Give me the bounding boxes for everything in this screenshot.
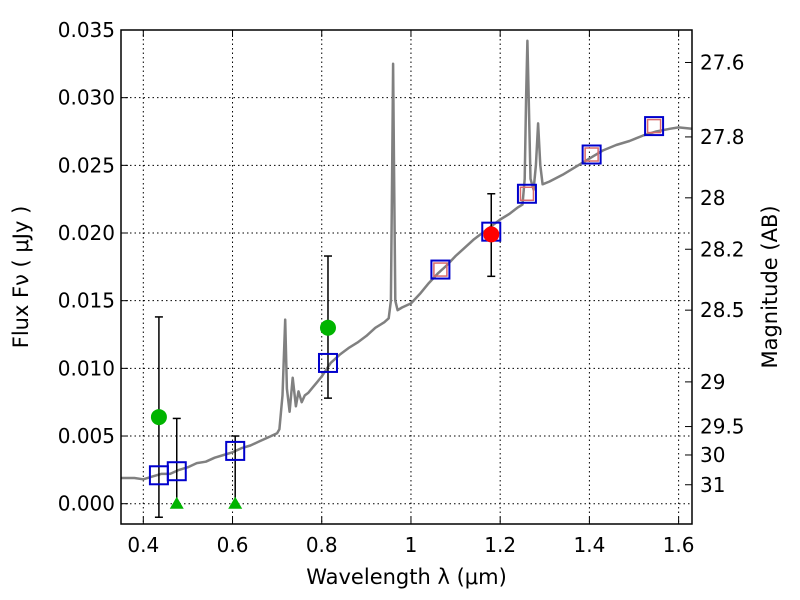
green-triangle (169, 496, 184, 509)
x-tick-label: 1.2 (484, 533, 516, 557)
red-open-square (646, 118, 662, 134)
blue-open-square (430, 259, 451, 280)
y2-tick-label: 27.6 (700, 50, 745, 74)
blue-open-square (317, 352, 338, 373)
green-filled-circle (150, 409, 167, 426)
red-open-square (519, 186, 535, 202)
y-tick-label: 0.015 (58, 289, 115, 313)
x-tick-label: 0.8 (306, 533, 338, 557)
y2-tick-label: 30 (700, 443, 725, 467)
red-open-square (433, 262, 448, 277)
green-triangle (228, 496, 243, 509)
x-tick-label: 0.6 (217, 533, 249, 557)
axis-layer: 0.4 0.6 0.8 1 1.2 1.4 1.6 0.000 0.005 0.010 0.015 0… (58, 18, 745, 557)
spectrum-layer (121, 39, 693, 481)
y2-axis-title: Magnitude (AB) (758, 205, 782, 368)
plot-frame (120, 29, 693, 525)
y2-tick-label: 28 (700, 186, 725, 210)
y2-tick-label: 27.8 (700, 125, 745, 149)
x-tick-label: 1.4 (573, 533, 605, 557)
blue-open-square (581, 144, 602, 165)
y2-tick-label: 28.5 (700, 298, 745, 322)
x-tick-label: 1 (405, 533, 418, 557)
y-tick-label: 0.010 (58, 356, 115, 380)
green-filled-circle (319, 319, 336, 336)
blue-open-square (225, 440, 246, 461)
blue-open-square (644, 116, 665, 137)
x-axis-title: Wavelength λ (μm) (306, 565, 507, 589)
blue-open-square (516, 183, 537, 204)
x-tick-label: 1.6 (663, 533, 695, 557)
red-open-square (584, 147, 599, 162)
red-filled-circle (483, 226, 500, 243)
grid-layer (121, 29, 692, 524)
y-tick-label: 0.030 (58, 86, 115, 110)
marker-layer (148, 116, 665, 518)
y-tick-label: 0.005 (58, 424, 115, 448)
y-tick-label: 0.035 (58, 18, 115, 42)
y-tick-label: 0.020 (58, 221, 115, 245)
y-axis-title: Flux Fν ( μJy ) (9, 206, 33, 349)
y2-tick-label: 31 (700, 473, 725, 497)
y-tick-label: 0.025 (58, 153, 115, 177)
y2-tick-label: 29.5 (700, 415, 745, 439)
blue-open-square (166, 461, 187, 482)
y-tick-label: 0.000 (58, 492, 115, 516)
y2-tick-label: 28.2 (700, 237, 745, 261)
x-tick-label: 0.4 (127, 533, 159, 557)
spectrum-line (121, 39, 693, 481)
y2-tick-label: 29 (700, 370, 725, 394)
